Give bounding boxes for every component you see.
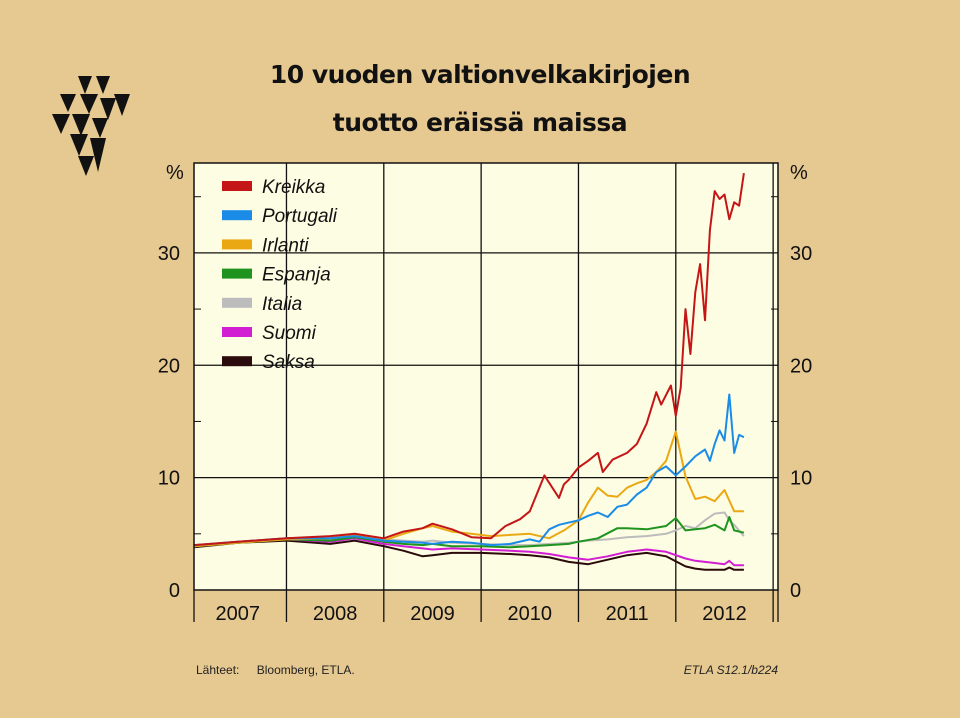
- y-tick-label-left: 20: [158, 355, 180, 377]
- legend-label-portugali: Portugali: [262, 206, 338, 227]
- y-tick-label-right: 10: [790, 468, 812, 490]
- chart-title-line-1: 10 vuoden valtionvelkakirjojen: [269, 60, 691, 89]
- y-unit-right: %: [790, 162, 808, 184]
- y-tick-label-right: 30: [790, 243, 812, 265]
- series-line-espanja: [193, 516, 745, 549]
- y-tick-label-left: 10: [158, 468, 180, 490]
- legend-swatch-portugali: [222, 210, 252, 221]
- x-tick-label: 2012: [702, 603, 747, 625]
- gridlines: [193, 163, 779, 622]
- legend-swatch-italia: [222, 297, 252, 308]
- x-tick-label: 2008: [313, 603, 358, 625]
- plot-frame: [193, 162, 779, 591]
- legend-label-kreikka: Kreikka: [262, 177, 325, 198]
- legend-label-italia: Italia: [262, 294, 302, 315]
- series-lines: [193, 172, 745, 571]
- x-tick-label: 2010: [508, 603, 553, 625]
- legend-label-irlanti: Irlanti: [262, 235, 309, 256]
- series-line-saksa: [193, 539, 744, 571]
- y-unit-left: %: [166, 162, 184, 184]
- y-tick-label-left: 30: [158, 243, 180, 265]
- legend-swatch-saksa: [222, 356, 252, 367]
- etla-logo: [52, 76, 130, 176]
- series-line-irlanti: [193, 430, 744, 548]
- legend-swatch-kreikka: [222, 181, 252, 191]
- legend-label-suomi: Suomi: [262, 323, 317, 344]
- series-line-suomi: [193, 537, 744, 567]
- series-line-kreikka: [193, 172, 745, 547]
- axis-labels: 0 0 10 10 20 20 30 30% % 2007 2008 2009 2010 2011 2012: [158, 162, 813, 625]
- legend-swatch-espanja: [222, 268, 252, 279]
- source-label: Lähteet:: [196, 663, 240, 677]
- x-tick-label: 2007: [216, 603, 261, 625]
- legend-label-saksa: Saksa: [262, 352, 315, 373]
- series-line-portugali: [193, 393, 745, 547]
- y-tick-label-right: 0: [790, 580, 801, 602]
- x-tick-label: 2009: [410, 603, 455, 625]
- chart-title-line-2: tuotto eräissä maissa: [332, 108, 628, 137]
- y-tick-label-right: 20: [790, 355, 812, 377]
- figure-code: ETLA S12.1/b224: [683, 663, 778, 677]
- legend-swatch-suomi: [222, 327, 252, 337]
- legend-label-espanja: Espanja: [262, 265, 331, 286]
- source-note: Lähteet: Bloomberg, ETLA.: [196, 663, 355, 677]
- legend: Kreikka Portugali Irlanti Espanja Italia Suom…: [222, 177, 338, 373]
- y-tick-label-left: 0: [169, 580, 180, 602]
- legend-swatch-irlanti: [222, 239, 252, 250]
- x-tick-label: 2011: [606, 603, 649, 625]
- source-text: Bloomberg, ETLA.: [256, 663, 355, 677]
- tick-marks: [194, 196, 778, 535]
